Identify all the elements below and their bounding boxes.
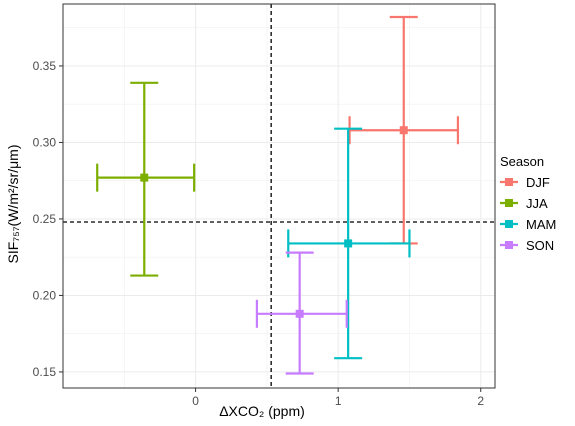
legend: Season DJF JJA MAM SON <box>500 154 556 253</box>
panel-border-rect <box>62 3 496 389</box>
y-tick-label: 0.25 <box>33 212 57 226</box>
legend-key-point-jja <box>505 199 513 207</box>
x-tick-label: 1 <box>335 394 342 408</box>
y-tick-label: 0.35 <box>33 59 57 73</box>
panel-border <box>62 3 496 389</box>
gridlines <box>63 4 495 388</box>
legend-label-son: SON <box>526 238 554 253</box>
y-tick-label: 0.30 <box>33 135 57 149</box>
legend-key-point-mam <box>505 220 513 228</box>
legend-label-djf: DJF <box>526 175 550 190</box>
legend-label-jja: JJA <box>526 196 548 211</box>
series-jja <box>96 81 196 277</box>
legend-key-point-son <box>505 241 513 249</box>
y-tick-label: 0.15 <box>33 365 57 379</box>
legend-label-mam: MAM <box>526 217 556 232</box>
reference-lines <box>63 4 495 388</box>
x-tick-label: 0 <box>192 394 199 408</box>
legend-item-djf: DJF <box>500 175 550 190</box>
x-axis-ticks: 0 1 2 <box>192 388 484 408</box>
plot-panel <box>63 4 495 388</box>
legend-item-son: SON <box>500 238 554 253</box>
legend-title: Season <box>500 154 544 169</box>
x-tick-label: 2 <box>477 394 484 408</box>
legend-item-jja: JJA <box>500 196 548 211</box>
data-marks <box>96 15 460 375</box>
data-point-son <box>295 309 304 318</box>
series-son <box>255 251 348 375</box>
y-tick-label: 0.20 <box>33 288 57 302</box>
panel-background <box>63 4 495 388</box>
data-point-mam <box>344 239 353 248</box>
legend-item-mam: MAM <box>500 217 556 232</box>
data-point-jja <box>140 173 149 182</box>
x-axis-title: ΔXCO₂ (ppm) <box>219 403 305 419</box>
series-djf <box>348 15 460 245</box>
data-point-djf <box>399 126 408 135</box>
legend-key-point-djf <box>505 178 513 186</box>
y-axis-title: SIF₇₅₇(W/m²/sr/μm) <box>5 145 21 264</box>
y-axis-ticks: 0.15 0.20 0.25 0.30 0.35 <box>33 59 63 379</box>
